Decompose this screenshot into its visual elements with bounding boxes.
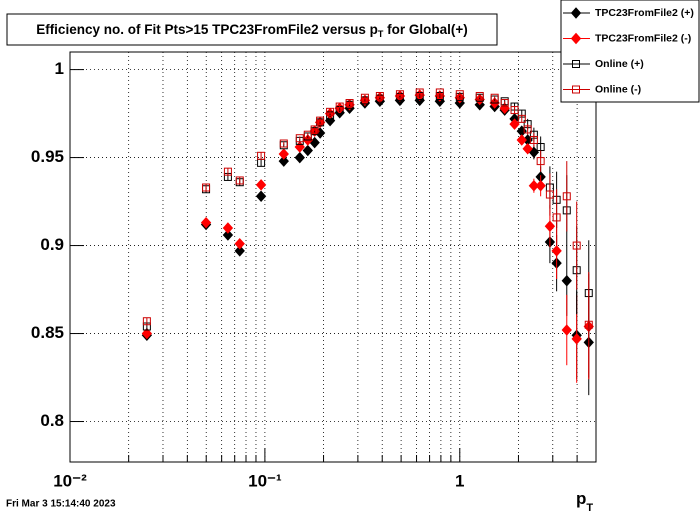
data-point [562, 192, 571, 201]
data-point [278, 148, 289, 160]
data-point [202, 183, 211, 192]
data-point [529, 135, 538, 144]
data-point [517, 114, 526, 123]
data-point [200, 216, 212, 229]
title-box [6, 13, 498, 46]
legend-label: Online (-) [595, 83, 641, 95]
data-point [415, 88, 424, 97]
data-point [295, 134, 304, 143]
data-point [475, 91, 484, 100]
data-point [561, 275, 572, 287]
data-point [523, 125, 532, 134]
data-point [222, 229, 234, 241]
data-point [234, 238, 245, 250]
legend-label: TPC23FromFile2 (-) [595, 32, 691, 44]
legend-label: Online (+) [595, 58, 644, 70]
legend: TPC23FromFile2 (+) TPC23FromFile2 (-) Onli… [560, 0, 700, 103]
title-part: for Global(+) [383, 22, 467, 37]
x-label-subscript: T [586, 502, 593, 514]
data-point [141, 327, 153, 340]
data-point [345, 99, 354, 108]
data-point [544, 220, 556, 232]
data-point [435, 88, 444, 97]
title-subscript: T [378, 29, 384, 39]
data-point [360, 93, 369, 102]
data-point [552, 213, 561, 222]
y-tick-label: 0.8 [40, 411, 64, 430]
data-point [303, 130, 312, 139]
timestamp: Fri Mar 3 15:14:40 2023 [6, 499, 116, 510]
y-tick-label: 1 [55, 59, 64, 78]
data-point [571, 333, 582, 345]
data-point [278, 155, 289, 167]
data-point [235, 176, 244, 185]
data-point [222, 222, 234, 234]
data-point [255, 179, 267, 191]
data-point [500, 99, 509, 108]
data-point [510, 106, 519, 115]
data-point [234, 245, 245, 257]
data-point [455, 90, 464, 99]
data-point [516, 134, 527, 146]
y-tick-label: 0.85 [31, 323, 64, 342]
chart-title: Efficiency no. of Fit Pts>15 TPC23FromFi… [36, 22, 468, 40]
data-point [395, 90, 404, 99]
x-tick-label: 10⁻¹ [248, 471, 282, 490]
legend-marker [570, 7, 582, 19]
y-tick-label: 0.9 [40, 235, 64, 254]
data-point [257, 151, 266, 160]
x-label-part: p [576, 489, 586, 508]
data-point [545, 190, 554, 199]
data-point [279, 139, 288, 148]
data-point [572, 241, 581, 250]
data-point [551, 245, 562, 257]
data-point [528, 179, 540, 192]
data-point [302, 144, 313, 157]
data-point [294, 151, 305, 164]
data-point [584, 320, 593, 329]
plot-border [69, 51, 597, 463]
x-axis-label: pT [576, 489, 593, 513]
x-tick-label: 1 [455, 471, 464, 490]
y-tick-label: 0.95 [31, 147, 64, 166]
data-point [255, 190, 267, 203]
data-point [536, 157, 545, 166]
legend-marker [572, 60, 580, 68]
data-point [561, 324, 572, 336]
legend-label: TPC23FromFile2 (+) [595, 7, 694, 19]
legend-marker [572, 85, 580, 94]
x-tick-label: 10⁻² [53, 471, 87, 490]
data-point [335, 102, 344, 111]
data-point [142, 317, 151, 326]
data-point [536, 143, 545, 152]
data-point [326, 107, 335, 116]
data-point [310, 125, 319, 134]
legend-marker [570, 32, 582, 45]
title-part: Efficiency no. of Fit Pts>15 TPC23FromFi… [36, 22, 378, 37]
data-point [223, 167, 232, 176]
data-point [535, 179, 546, 192]
data-point [316, 116, 325, 125]
data-point [509, 118, 520, 130]
data-point [522, 143, 533, 155]
data-point [375, 91, 384, 100]
legend-box [560, 0, 700, 103]
data-point [490, 93, 499, 102]
data-point [294, 141, 305, 153]
